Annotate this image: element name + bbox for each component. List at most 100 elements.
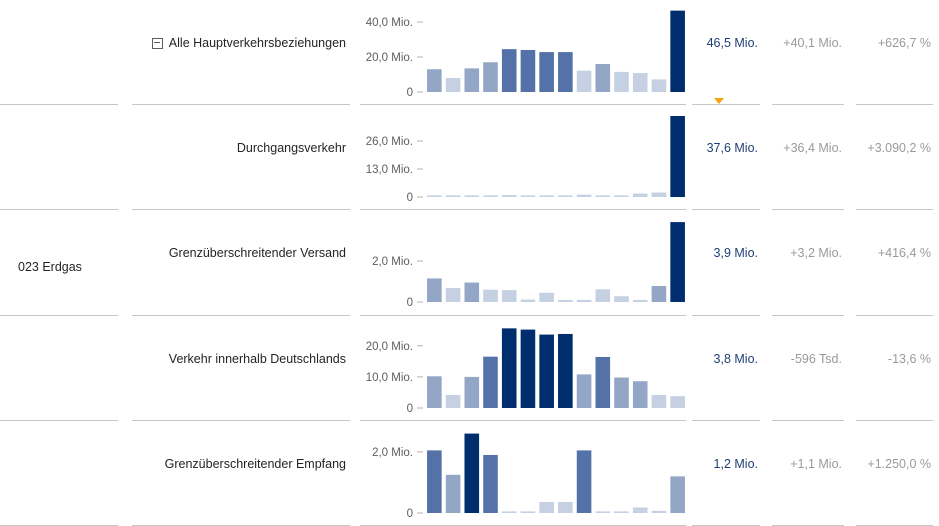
bar[interactable]: [539, 334, 554, 408]
table-row[interactable]: 023 Erdgas Grenzüberschreitender Versand 0…: [0, 210, 939, 316]
value-text: 3,8 Mio.: [713, 351, 758, 366]
bar[interactable]: [501, 327, 517, 408]
bar[interactable]: [501, 290, 517, 303]
bar[interactable]: [501, 511, 517, 513]
cell-relation[interactable]: Durchgangsverkehr: [128, 105, 360, 211]
bar[interactable]: [614, 511, 629, 513]
bar[interactable]: [558, 300, 573, 303]
bar[interactable]: [576, 450, 592, 513]
bar[interactable]: [464, 376, 480, 408]
svg-text:13,0 Mio.: 13,0 Mio.: [366, 164, 413, 176]
bar[interactable]: [595, 511, 611, 513]
value-text: 46,5 Mio.: [706, 36, 758, 50]
bar[interactable]: [614, 195, 629, 198]
bar[interactable]: [464, 68, 480, 93]
bar[interactable]: [427, 375, 442, 408]
bar[interactable]: [614, 296, 629, 303]
cell-relation[interactable]: Grenzüberschreitender Empfang: [128, 421, 360, 526]
bar[interactable]: [595, 356, 611, 408]
table-row[interactable]: Verkehr innerhalb Deutschlands 0 10,0 Mio.…: [0, 316, 939, 421]
bar[interactable]: [595, 64, 611, 92]
bar[interactable]: [651, 79, 667, 92]
cell-trend-chart[interactable]: 0 2,0 Mio.: [360, 210, 690, 316]
bar[interactable]: [614, 71, 629, 93]
bar[interactable]: [445, 474, 461, 513]
bar[interactable]: [558, 333, 573, 408]
bar[interactable]: [539, 52, 554, 92]
table-row[interactable]: Alle Hauptverkehrsbeziehungen 0 20,0 Mio. 4…: [0, 0, 939, 106]
bar[interactable]: [445, 394, 461, 408]
bar[interactable]: [539, 195, 554, 198]
sparkline-bar-chart[interactable]: 0 13,0 Mio. 26,0 Mio.: [360, 105, 690, 210]
bar[interactable]: [614, 377, 629, 408]
bar[interactable]: [558, 52, 573, 92]
bar[interactable]: [651, 394, 667, 408]
percent-text: -13,6 %: [887, 351, 931, 366]
bar[interactable]: [576, 373, 592, 408]
bar[interactable]: [501, 195, 517, 198]
bar[interactable]: [632, 193, 648, 198]
bar[interactable]: [483, 454, 498, 513]
bar[interactable]: [445, 78, 461, 92]
sparkline-bar-chart[interactable]: 0 2,0 Mio.: [360, 210, 690, 315]
cell-trend-chart[interactable]: 0 2,0 Mio.: [360, 421, 690, 526]
bar[interactable]: [464, 195, 480, 198]
table-row[interactable]: Durchgangsverkehr 0 13,0 Mio. 26,0 Mio. 37,6…: [0, 105, 939, 211]
bar[interactable]: [576, 300, 592, 303]
bar[interactable]: [427, 278, 442, 303]
cell-trend-chart[interactable]: 0 13,0 Mio. 26,0 Mio.: [360, 105, 690, 211]
bar[interactable]: [520, 195, 536, 198]
row-divider: [692, 524, 760, 526]
bar[interactable]: [670, 10, 685, 93]
bar[interactable]: [651, 192, 667, 198]
bar[interactable]: [670, 116, 685, 198]
bar[interactable]: [632, 507, 648, 513]
bar[interactable]: [632, 300, 648, 303]
bar[interactable]: [520, 329, 536, 408]
value-text: 37,6 Mio.: [706, 141, 758, 156]
bar[interactable]: [632, 73, 648, 92]
bar[interactable]: [595, 195, 611, 198]
bar[interactable]: [520, 299, 536, 303]
bar[interactable]: [576, 194, 592, 198]
bar[interactable]: [483, 290, 498, 303]
bar[interactable]: [595, 289, 611, 303]
bar[interactable]: [520, 50, 536, 92]
bar[interactable]: [632, 380, 648, 408]
cell-relation[interactable]: Grenzüberschreitender Versand: [128, 210, 360, 316]
sparkline-bar-chart[interactable]: 0 10,0 Mio. 20,0 Mio.: [360, 316, 690, 421]
bar[interactable]: [576, 70, 592, 92]
bar[interactable]: [427, 450, 442, 513]
cell-trend-chart[interactable]: 0 10,0 Mio. 20,0 Mio.: [360, 316, 690, 421]
bar[interactable]: [539, 293, 554, 303]
sparkline-bar-chart[interactable]: 0 2,0 Mio.: [360, 421, 690, 526]
bar[interactable]: [483, 62, 498, 92]
bar[interactable]: [670, 395, 685, 408]
bar[interactable]: [651, 510, 667, 513]
bar[interactable]: [464, 433, 480, 513]
cell-value: 3,9 Mio.: [690, 210, 770, 316]
bar[interactable]: [670, 222, 685, 303]
bar[interactable]: [464, 282, 480, 303]
bar[interactable]: [427, 69, 442, 92]
bar[interactable]: [501, 49, 517, 93]
collapse-icon[interactable]: [151, 37, 163, 49]
cell-relation[interactable]: Verkehr innerhalb Deutschlands: [128, 316, 360, 421]
bar[interactable]: [483, 195, 498, 198]
percent-text: +3.090,2 %: [867, 141, 931, 156]
bar[interactable]: [670, 476, 685, 513]
bar[interactable]: [483, 356, 498, 408]
sparkline-bar-chart[interactable]: 0 20,0 Mio. 40,0 Mio.: [360, 0, 690, 105]
bar[interactable]: [445, 288, 461, 303]
bar[interactable]: [427, 195, 442, 198]
delta-text: +1,1 Mio.: [790, 456, 842, 471]
table-row[interactable]: Grenzüberschreitender Empfang 0 2,0 Mio. 1,…: [0, 421, 939, 526]
bar[interactable]: [558, 501, 573, 513]
bar[interactable]: [520, 511, 536, 513]
bar[interactable]: [539, 501, 554, 513]
bar[interactable]: [651, 286, 667, 303]
bar[interactable]: [445, 195, 461, 198]
cell-trend-chart[interactable]: 0 20,0 Mio. 40,0 Mio.: [360, 0, 724, 106]
bar[interactable]: [558, 195, 573, 198]
cell-relation[interactable]: Alle Hauptverkehrsbeziehungen: [128, 0, 360, 106]
